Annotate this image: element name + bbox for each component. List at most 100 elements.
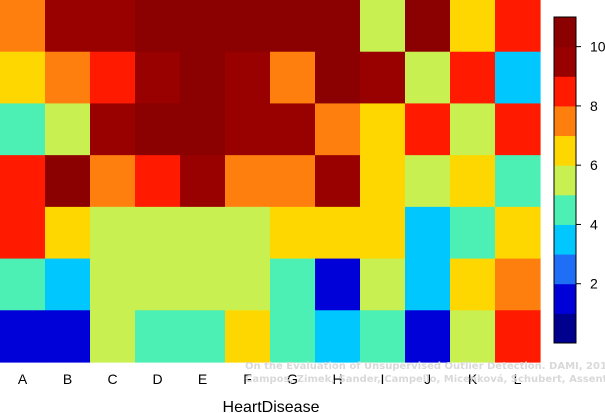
heatmap-cell (495, 258, 541, 311)
colorbar-tick-label: 8 (590, 98, 598, 114)
heatmap-cell (360, 258, 406, 311)
x-tick-label: L (514, 371, 522, 387)
heatmap-cell (90, 155, 136, 208)
heatmap-cell (0, 103, 46, 156)
heatmap-cell (315, 155, 361, 208)
x-tick-label: H (332, 371, 342, 387)
heatmap-cell (0, 0, 46, 53)
heatmap-cell (225, 155, 271, 208)
x-tick-label: J (424, 371, 431, 387)
heatmap-cell (45, 258, 91, 311)
heatmap-cell (405, 103, 451, 156)
heatmap-cell (135, 51, 181, 105)
heatmap-cell (315, 310, 361, 363)
colorbar-segment (554, 105, 576, 137)
heatmap-cell (315, 51, 361, 105)
heatmap-cell (270, 206, 316, 260)
heatmap-cell (135, 310, 181, 363)
heatmap-cell (45, 155, 91, 208)
x-tick-label: C (107, 371, 117, 387)
heatmap-cell (315, 206, 361, 260)
colorbar-segment (554, 224, 576, 255)
colorbar-tick-label: 6 (590, 157, 598, 173)
heatmap-cell (450, 103, 496, 156)
heatmap-cell (360, 103, 406, 156)
x-tick-label: F (243, 371, 252, 387)
heatmap-cell (45, 310, 91, 363)
colorbar-segment (554, 194, 576, 225)
colorbar-segment (554, 76, 576, 107)
colorbar-tick-label: 4 (590, 216, 598, 232)
heatmap-cell (90, 103, 136, 156)
heatmap-cell (225, 310, 271, 363)
heatmap-cell (270, 103, 316, 156)
heatmap-cell (315, 258, 361, 311)
colorbar-segment (554, 283, 576, 314)
heatmap-cell (90, 51, 136, 105)
heatmap-cell (135, 155, 181, 208)
heatmap-cell (135, 103, 181, 156)
heatmap-cell (405, 51, 451, 105)
heatmap-cell (135, 206, 181, 260)
heatmap-cell (405, 155, 451, 208)
heatmap-cell (495, 103, 541, 156)
heatmap-cell (90, 0, 136, 53)
credit-line-1: On the Evaluation of Unsupervised Outlie… (245, 361, 605, 372)
x-tick-labels: A B C D E F G H I J K L (18, 371, 522, 387)
heatmap-cell (360, 155, 406, 208)
x-axis-label: HeartDisease (223, 399, 320, 413)
heatmap-cell (180, 310, 226, 363)
heatmap-cell (225, 51, 271, 105)
heatmap-cell (180, 0, 226, 53)
heatmap-cell (495, 310, 541, 363)
heatmap-cell (225, 258, 271, 311)
heatmap-cell (90, 310, 136, 363)
colorbar-segment (554, 17, 576, 48)
x-tick-label: D (152, 371, 162, 387)
colorbar-segment (554, 46, 576, 77)
heatmap-cell (0, 206, 46, 260)
heatmap-cell (180, 51, 226, 105)
heatmap-cell (450, 258, 496, 311)
colorbar-frame (553, 16, 577, 344)
heatmap-cell (360, 206, 406, 260)
heatmap-cell (90, 258, 136, 311)
heatmap-cell (135, 0, 181, 53)
heatmap-cell (495, 155, 541, 208)
x-tick-label: B (63, 371, 72, 387)
heatmap-cell (225, 103, 271, 156)
heatmap-cell (225, 206, 271, 260)
colorbar-segment (554, 165, 576, 196)
colorbar-tick-label: 2 (590, 276, 598, 292)
heatmap-cell (450, 51, 496, 105)
heatmap-cells (0, 0, 541, 363)
colorbar-segment (554, 135, 576, 166)
heatmap-cell (180, 103, 226, 156)
heatmap-cell (450, 0, 496, 53)
x-tick-label: E (198, 371, 207, 387)
heatmap-cell (45, 206, 91, 260)
colorbar: 2 4 6 8 10 (553, 16, 605, 344)
heatmap-cell (0, 51, 46, 105)
heatmap-cell (405, 258, 451, 311)
heatmap-cell (225, 0, 271, 53)
heatmap-cell (405, 310, 451, 363)
heatmap-cell (405, 206, 451, 260)
x-tick-label: G (287, 371, 298, 387)
heatmap-cell (360, 51, 406, 105)
heatmap-cell (0, 155, 46, 208)
heatmap-cell (495, 206, 541, 260)
heatmap-cell (450, 310, 496, 363)
heatmap-cell (495, 0, 541, 53)
heatmap-cell (45, 103, 91, 156)
credit-line-2: Campos, Zimek, Sander, Campello, Micenko… (245, 373, 605, 385)
heatmap-cell (270, 258, 316, 311)
heatmap-cell (315, 103, 361, 156)
colorbar-tick-label: 10 (590, 39, 605, 55)
heatmap-cell (450, 206, 496, 260)
heatmap-cell (135, 258, 181, 311)
colorbar-segment (554, 313, 576, 344)
heatmap-cell (45, 51, 91, 105)
heatmap-cell (315, 0, 361, 53)
